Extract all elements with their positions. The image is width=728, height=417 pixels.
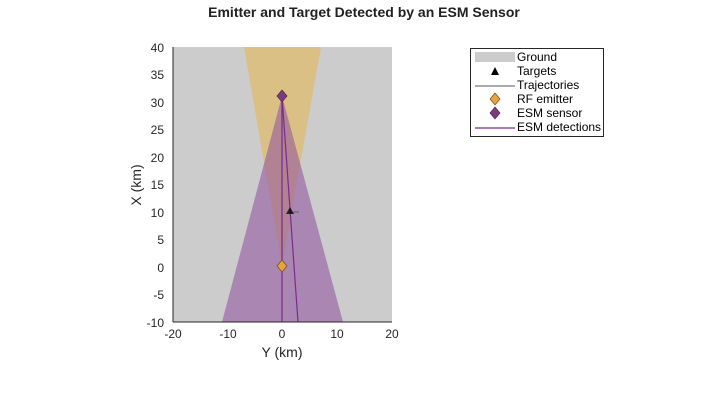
- svg-text:35: 35: [151, 68, 165, 82]
- legend-item-ground: Ground: [471, 50, 605, 64]
- legend-item-esm-sensor: ESM sensor: [471, 106, 605, 120]
- svg-text:0: 0: [157, 261, 164, 275]
- legend-item-esm-detections: ESM detections: [471, 120, 605, 134]
- svg-text:30: 30: [151, 96, 165, 110]
- diamond-icon: [475, 92, 515, 106]
- ground-swatch-icon: [475, 50, 515, 64]
- line-icon: [475, 78, 515, 92]
- legend: Ground Targets Trajectories RF emitter E…: [470, 48, 604, 137]
- y-axis-label: X (km): [128, 164, 144, 205]
- svg-text:25: 25: [151, 123, 165, 137]
- target-marker: [286, 207, 294, 214]
- esm-sensor-marker: [276, 89, 288, 103]
- rf-emitter-marker: [276, 259, 288, 273]
- svg-text:0: 0: [279, 327, 286, 341]
- svg-text:-20: -20: [164, 327, 182, 341]
- legend-item-targets: Targets: [471, 64, 605, 78]
- svg-text:40: 40: [151, 41, 165, 55]
- svg-text:10: 10: [151, 206, 165, 220]
- y-tick-labels: 40 35 30 25 20 15 10 5 0 -5 -10: [147, 41, 165, 330]
- svg-text:-10: -10: [219, 327, 237, 341]
- x-axis-label: Y (km): [262, 344, 303, 360]
- diamond-icon: [475, 106, 515, 120]
- svg-text:20: 20: [151, 151, 165, 165]
- svg-text:20: 20: [385, 327, 399, 341]
- triangle-icon: [475, 64, 515, 78]
- svg-text:10: 10: [330, 327, 344, 341]
- svg-text:-10: -10: [147, 316, 165, 330]
- chart-title: Emitter and Target Detected by an ESM Se…: [208, 4, 520, 20]
- x-tick-labels: -20 -10 0 10 20: [164, 327, 399, 341]
- legend-item-rf-emitter: RF emitter: [471, 92, 605, 106]
- svg-text:-5: -5: [153, 288, 164, 302]
- line-icon: [475, 120, 515, 134]
- svg-text:5: 5: [157, 233, 164, 247]
- legend-item-trajectories: Trajectories: [471, 78, 605, 92]
- svg-text:15: 15: [151, 178, 165, 192]
